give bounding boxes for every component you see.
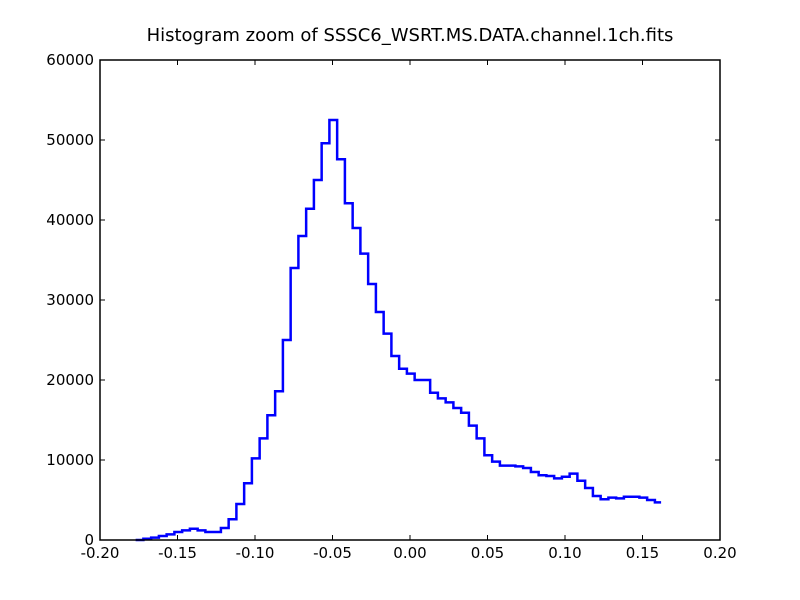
y-tick-label: 10000 <box>46 451 94 469</box>
axes-frame <box>99 59 721 541</box>
x-tick-label: -0.20 <box>81 544 120 562</box>
chart-title: Histogram zoom of SSSC6_WSRT.MS.DATA.cha… <box>146 25 674 46</box>
y-tick-label: 50000 <box>46 131 94 149</box>
x-tick-label: 0.00 <box>393 544 426 562</box>
x-tick-label: 0.05 <box>471 544 504 562</box>
axis-ticks: -0.20 -0.15 -0.10 -0.05 0.00 0.05 0.10 0.15 0.20… <box>46 51 736 562</box>
histogram-series-line <box>135 118 662 542</box>
x-tick-label: 0.20 <box>703 544 736 562</box>
plot-area <box>135 118 662 542</box>
x-tick-label: -0.15 <box>158 544 197 562</box>
y-tick-label: 40000 <box>46 211 94 229</box>
x-tick-label: -0.10 <box>236 544 275 562</box>
x-tick-label: 0.15 <box>626 544 659 562</box>
y-tick-label: 0 <box>84 531 94 549</box>
y-tick-label: 20000 <box>46 371 94 389</box>
y-tick-label: 60000 <box>46 51 94 69</box>
x-tick-label: -0.05 <box>313 544 352 562</box>
x-tick-label: 0.10 <box>548 544 581 562</box>
y-tick-label: 30000 <box>46 291 94 309</box>
